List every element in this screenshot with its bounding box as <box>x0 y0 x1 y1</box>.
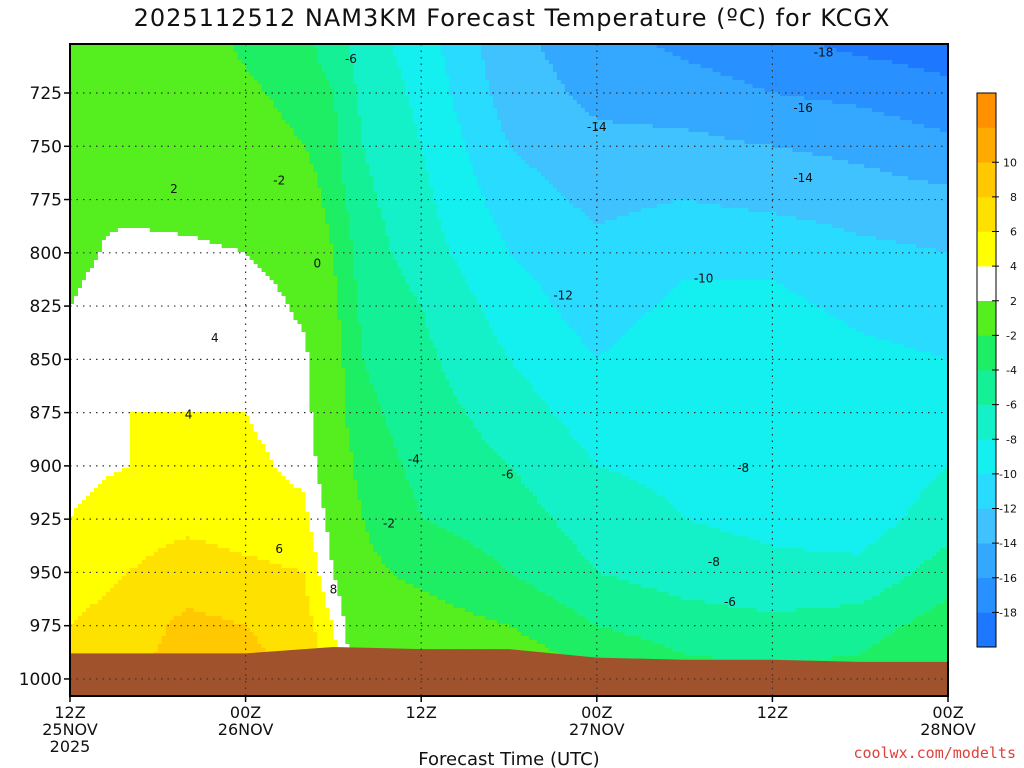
y-tick-label: 1000 <box>19 670 62 690</box>
contour-label: -8 <box>737 461 749 475</box>
colorbar-label: -14 <box>999 537 1017 550</box>
x-axis-label: Forecast Time (UTC) <box>418 749 599 768</box>
colorbar-segment <box>977 232 996 267</box>
contour-label: -12 <box>553 288 573 302</box>
colorbar-segment <box>977 301 996 336</box>
colorbar-label: 2 <box>1010 295 1017 308</box>
y-tick-label: 775 <box>30 191 62 211</box>
contour-label: -8 <box>708 555 720 569</box>
colorbar-segment <box>977 543 996 578</box>
colorbar-segment <box>977 335 996 370</box>
contour-label: -10 <box>694 271 714 285</box>
colorbar-segment <box>977 93 996 128</box>
contour-label: -6 <box>502 467 514 481</box>
colorbar-label: -6 <box>1006 399 1017 412</box>
x-tick-label: 12Z <box>757 703 788 722</box>
colorbar-segment <box>977 128 996 163</box>
y-tick-label: 950 <box>30 563 62 583</box>
y-tick-label: 850 <box>30 350 62 370</box>
y-tick-label: 825 <box>30 297 62 317</box>
contour-label: -18 <box>814 46 834 60</box>
contour-label: 4 <box>185 408 193 422</box>
x-tick-label: 2025 <box>50 737 91 756</box>
y-tick-label: 925 <box>30 510 62 530</box>
y-tick-label: 875 <box>30 404 62 424</box>
y-axis: 725 750 775 800 825 850 875 900 925 950 975 1000 <box>19 84 70 690</box>
contour-label: -14 <box>587 120 607 134</box>
x-tick-label: 26NOV <box>218 720 274 739</box>
colorbar-segment <box>977 370 996 405</box>
contour-label: -2 <box>273 173 285 187</box>
colorbar-label: 6 <box>1010 226 1017 239</box>
colorbar-segment <box>977 439 996 474</box>
x-tick-label: 28NOV <box>920 720 976 739</box>
colorbar-label: -18 <box>999 606 1017 619</box>
y-tick-label: 975 <box>30 617 62 637</box>
contour-label: -16 <box>793 101 813 115</box>
y-tick-label: 750 <box>30 137 62 157</box>
contour-label: 0 <box>313 256 321 270</box>
colorbar-segment <box>977 405 996 440</box>
contour-label: 4 <box>211 331 219 345</box>
colorbar-segment <box>977 474 996 509</box>
colorbar-label: 10 <box>1003 156 1017 169</box>
contour-label: -2 <box>383 516 395 530</box>
contour-label: -6 <box>724 595 736 609</box>
colorbar-segment <box>977 612 996 647</box>
contour-label: -4 <box>408 452 420 466</box>
y-tick-label: 800 <box>30 244 62 264</box>
colorbar-segment <box>977 578 996 613</box>
colorbar: -18 -16 -14 -12 -10 -8 -6 -4 -2 2 4 6 8 10 <box>977 93 1017 647</box>
colorbar-segment <box>977 197 996 232</box>
colorbar-segment <box>977 162 996 197</box>
contour-label: 8 <box>330 582 338 596</box>
x-tick-label: 27NOV <box>569 720 625 739</box>
y-tick-label: 900 <box>30 457 62 477</box>
colorbar-label: -8 <box>1006 433 1017 446</box>
credit-text: coolwx.com/modelts <box>853 744 1016 762</box>
colorbar-label: -12 <box>999 503 1017 516</box>
contour-label: 6 <box>275 542 283 556</box>
contour-label: 2 <box>170 182 178 196</box>
colorbar-segment <box>977 266 996 301</box>
colorbar-label: -4 <box>1006 364 1017 377</box>
y-tick-label: 725 <box>30 84 62 104</box>
colorbar-label: -10 <box>999 468 1017 481</box>
contour-label: -14 <box>793 171 813 185</box>
colorbar-segment <box>977 509 996 544</box>
x-tick-label: 12Z <box>406 703 437 722</box>
temperature-field <box>70 44 949 697</box>
colorbar-label: 8 <box>1010 191 1017 204</box>
contour-label: -6 <box>345 52 357 66</box>
colorbar-label: -16 <box>999 572 1017 585</box>
colorbar-label: -2 <box>1006 329 1017 342</box>
colorbar-label: 4 <box>1010 260 1017 273</box>
